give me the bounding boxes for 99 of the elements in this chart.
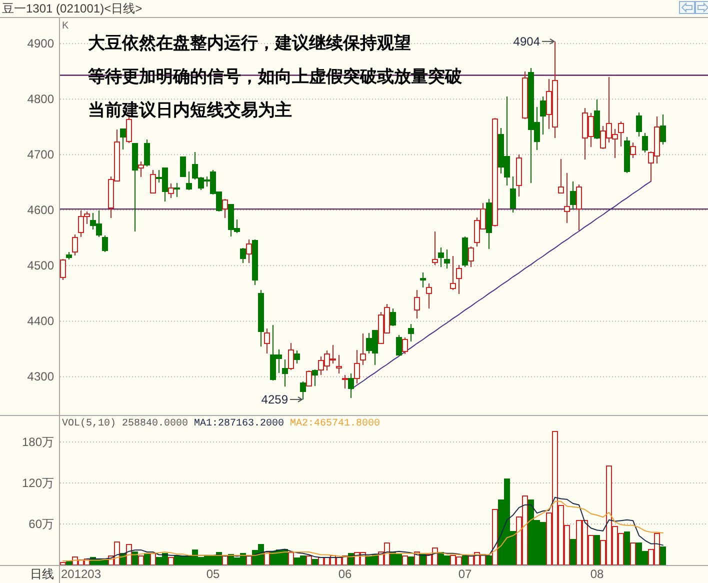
y-tick-label: 4700 <box>27 148 54 162</box>
bar <box>246 556 252 565</box>
bar <box>420 554 426 565</box>
annotation: 4259 <box>261 392 288 406</box>
candlestick <box>72 234 78 256</box>
candlestick <box>456 264 462 294</box>
bar <box>222 556 228 565</box>
candlestick <box>564 172 570 224</box>
bar <box>60 562 66 565</box>
candlestick <box>468 246 474 268</box>
x-tick-label: 05 <box>206 567 220 581</box>
candlestick <box>180 156 186 177</box>
y-tick-label: 4400 <box>27 314 54 328</box>
candlestick <box>570 180 576 210</box>
bar <box>594 535 600 565</box>
bar <box>660 546 666 565</box>
bar <box>492 509 498 565</box>
x-axis-title: 日线 <box>30 567 54 581</box>
candlestick <box>432 230 438 266</box>
bar <box>312 559 318 565</box>
candlestick <box>402 336 408 354</box>
annotation: 大豆依然在盘整内运行，建议继续保持观望 <box>88 34 411 52</box>
y-axis-title: K <box>62 20 69 32</box>
y-tick-label: 4300 <box>27 370 54 384</box>
candlestick <box>264 328 270 354</box>
candlestick <box>444 249 450 269</box>
candlestick <box>618 120 624 147</box>
bar <box>486 556 492 565</box>
candlestick <box>438 246 444 268</box>
bar <box>150 552 156 565</box>
y-tick-label: 120万 <box>22 476 54 490</box>
candlestick <box>510 176 516 213</box>
bar <box>264 552 270 565</box>
bar <box>288 552 294 565</box>
bar <box>66 561 72 565</box>
candlestick <box>102 235 108 252</box>
y-tick-label: 4800 <box>27 92 54 106</box>
candlestick <box>144 139 150 167</box>
y-tick-label: 4600 <box>27 203 54 218</box>
bar <box>168 556 174 565</box>
candlestick <box>558 158 564 194</box>
candlestick <box>354 350 360 384</box>
candlestick <box>186 170 192 191</box>
candlestick <box>300 381 306 400</box>
candlestick <box>282 358 288 388</box>
x-tick-label: 08 <box>590 567 604 581</box>
chart-title: 豆一1301 (021001)<日线> <box>2 2 142 16</box>
candlestick <box>360 332 366 366</box>
bar <box>630 542 636 565</box>
x-tick-label: 06 <box>338 567 352 581</box>
candlestick <box>60 258 66 281</box>
candlestick <box>246 239 252 264</box>
candlestick <box>642 132 648 153</box>
candlestick <box>390 308 396 327</box>
candlestick <box>294 350 300 364</box>
candlestick <box>630 142 636 158</box>
annotation: 4904 <box>513 34 540 48</box>
candlestick <box>120 128 126 150</box>
candlestick <box>312 368 318 387</box>
bar <box>132 552 138 565</box>
bar <box>462 556 468 565</box>
chart-title: VOL(5,10) 258840.0000 <box>62 418 188 430</box>
bar <box>402 556 408 565</box>
candlestick <box>342 374 348 389</box>
candlestick <box>138 160 144 178</box>
candlestick <box>396 334 402 356</box>
legend: MA1:287163.2000 MA2:465741.8000 <box>194 418 380 430</box>
candlestick <box>450 256 456 291</box>
candlestick <box>168 183 174 198</box>
candlestick <box>306 370 312 388</box>
candlestick <box>348 372 354 398</box>
candlestick <box>414 290 420 319</box>
candlestick <box>150 170 156 194</box>
bar <box>126 544 132 565</box>
bar <box>144 552 150 565</box>
x-tick-label: 07 <box>458 567 472 581</box>
candlestick <box>240 247 246 264</box>
candlestick <box>660 114 666 146</box>
y-tick-label: 4500 <box>27 258 54 273</box>
x-tick-label: 201203 <box>60 567 102 581</box>
candlestick <box>174 182 180 198</box>
bar <box>306 556 312 565</box>
y-tick-label: 60万 <box>28 516 54 531</box>
candlestick <box>426 282 432 309</box>
candlestick <box>636 112 642 137</box>
y-tick-label: 4900 <box>27 36 54 51</box>
bar <box>138 556 144 565</box>
candlestick <box>222 198 228 218</box>
candlestick <box>420 272 426 288</box>
y-tick-label: 180万 <box>22 434 54 449</box>
candlestick <box>336 354 342 374</box>
bar <box>624 532 630 565</box>
candlestick <box>540 96 546 136</box>
candlestick <box>288 342 294 371</box>
bar <box>408 556 414 565</box>
bar <box>570 539 576 565</box>
annotation: 当前建议日内短线交易为主 <box>88 100 292 120</box>
candlestick <box>408 323 414 342</box>
candlestick <box>576 184 582 232</box>
